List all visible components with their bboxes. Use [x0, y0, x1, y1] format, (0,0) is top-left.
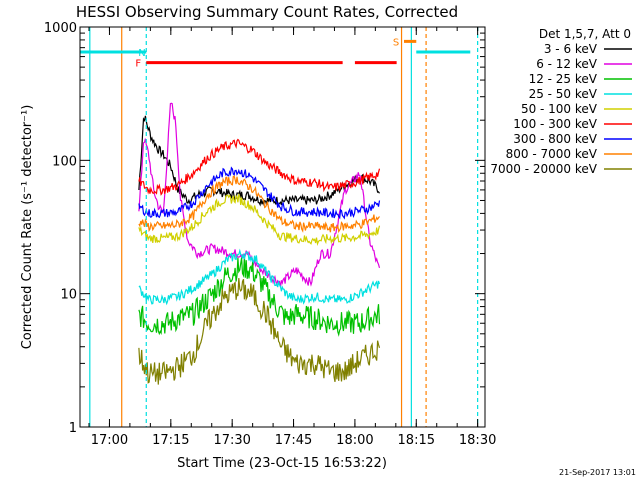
legend-label-8: 800 - 7000 keV: [506, 147, 598, 161]
footer-date: 21-Sep-2017 13:01: [559, 468, 636, 477]
series-line-6: [138, 138, 381, 196]
legend-label-4: 25 - 50 keV: [529, 87, 598, 101]
x-tick-label-6: 18:15: [398, 433, 435, 448]
series-line-5: [138, 193, 381, 247]
x-tick-label-1: 17:00: [91, 433, 128, 448]
legend-header: Det 1,5,7, Att 0: [539, 27, 631, 41]
series-line-3: [138, 255, 381, 337]
flag-label-s: S: [393, 37, 399, 48]
chart-title: HESSI Observing Summary Count Rates, Cor…: [76, 3, 458, 21]
legend-label-2: 6 - 12 keV: [536, 57, 598, 71]
series-line-8: [138, 175, 380, 234]
legend-label-3: 12 - 25 keV: [529, 72, 598, 86]
x-tick-label-4: 17:45: [275, 433, 312, 448]
series-line-9: [138, 278, 381, 385]
flag-label-n: N: [138, 48, 145, 59]
flag-layer: NF S: [80, 27, 479, 427]
x-axis-label: Start Time (23-Oct-15 16:53:22): [177, 456, 387, 471]
y-tick-label-3: 100: [52, 154, 77, 169]
series-line-1: [138, 115, 380, 207]
legend-label-1: 3 - 6 keV: [544, 42, 598, 56]
axes-layer: 17:00 17:15 17:30 17:45 18:00 18:15 18:30 1 10 10…: [44, 21, 496, 448]
x-tick-label-5: 18:00: [336, 433, 373, 448]
series-line-4: [138, 248, 381, 306]
legend-label-6: 100 - 300 keV: [513, 117, 597, 131]
y-axis-label: Corrected Count Rate (s⁻¹ detector⁻¹): [20, 105, 35, 350]
x-tick-label-7: 18:30: [459, 433, 496, 448]
plot-frame: [79, 26, 486, 428]
legend-label-9: 7000 - 20000 keV: [490, 162, 597, 176]
x-tick-label-2: 17:15: [152, 433, 189, 448]
x-tick-label-3: 17:30: [213, 433, 250, 448]
series-line-2: [138, 102, 381, 288]
legend-label-7: 300 - 800 keV: [513, 132, 597, 146]
legend-label-5: 50 - 100 keV: [521, 102, 598, 116]
y-tick-label-4: 1000: [44, 21, 77, 36]
flag-label-f: F: [135, 59, 141, 70]
y-tick-label-2: 10: [60, 288, 77, 303]
series-layer: [138, 102, 381, 385]
y-tick-label-1: 1: [69, 421, 77, 436]
series-line-7: [138, 166, 381, 220]
